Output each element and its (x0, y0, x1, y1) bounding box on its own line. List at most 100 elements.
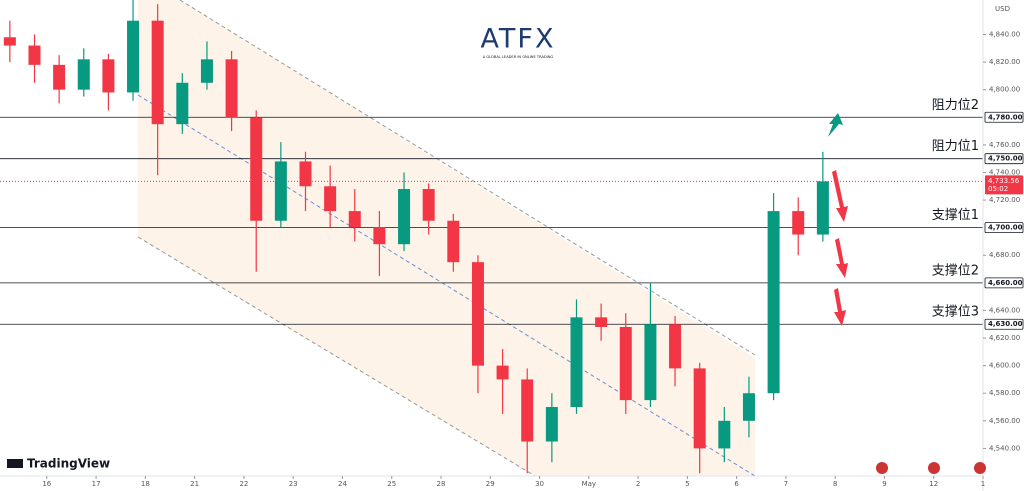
y-tick-label: 4,540.00 (989, 444, 1020, 452)
x-tick-label: 17 (92, 480, 101, 488)
candle-body (521, 379, 534, 442)
x-tick-label: 22 (239, 480, 248, 488)
y-tick-label: 4,600.00 (989, 362, 1020, 370)
level-label: 4,700.00 (988, 224, 1023, 232)
candle-body (225, 59, 238, 118)
candle-body (3, 37, 16, 46)
x-tick-label: 8 (833, 480, 837, 488)
candle-body (718, 420, 731, 449)
x-tick-label: 29 (486, 480, 495, 488)
candle-body (176, 82, 189, 125)
candle-body (496, 365, 509, 380)
level-label: 4,780.00 (988, 113, 1023, 121)
y-tick-label: 4,680.00 (989, 251, 1020, 259)
candle-body (816, 181, 829, 235)
candle-body (471, 262, 484, 366)
candle-body (422, 189, 435, 221)
candle-body (545, 407, 558, 442)
candle-body (151, 20, 164, 125)
level-label: 4,660.00 (988, 279, 1023, 287)
arrow-down (834, 288, 846, 326)
x-tick-label: 1 (981, 480, 985, 488)
candle-body (127, 20, 140, 93)
countdown: 05:02 (988, 185, 1008, 193)
level-tag (984, 222, 1024, 234)
last-price-tag (985, 175, 1023, 195)
candle-body (742, 393, 755, 421)
candle-body (348, 211, 361, 228)
level-name: 阻力位2 (932, 98, 979, 113)
candle-body (299, 161, 312, 187)
x-tick-label: 6 (734, 480, 739, 488)
candle-body (250, 117, 263, 221)
level-tag (984, 111, 1024, 123)
arrow-down (832, 170, 848, 222)
x-tick-label: 12 (929, 480, 938, 488)
x-tick-label: 28 (437, 480, 446, 488)
brand-logo: ATFX (481, 24, 556, 55)
x-tick-label: 7 (784, 480, 788, 488)
candle-body (595, 317, 608, 327)
x-tick-label: 21 (190, 480, 199, 488)
level-name: 支撑位1 (932, 208, 979, 223)
y-tick-label: 4,580.00 (989, 389, 1020, 397)
level-name: 支撑位3 (932, 305, 979, 320)
y-tick-label: 4,800.00 (989, 86, 1020, 94)
candle-body (373, 227, 386, 245)
level-tag (984, 318, 1024, 330)
y-tick-label: 4,840.00 (989, 30, 1020, 38)
candle-body (644, 324, 657, 401)
level-name: 阻力位1 (932, 139, 979, 154)
level-tag (984, 153, 1024, 165)
platform-logo: TradingView (27, 457, 110, 471)
candle-body (398, 189, 411, 245)
candle-body (77, 59, 90, 90)
tv-icon (7, 459, 23, 468)
candle-body (792, 211, 805, 235)
candle-body (274, 161, 287, 221)
last-price-label: 4,733.56 (988, 177, 1020, 185)
candle-body (669, 324, 682, 369)
candle-body (200, 59, 213, 83)
channel-fill (138, 0, 755, 476)
arrow-up (828, 113, 843, 137)
candle-body (570, 317, 583, 408)
event-flag[interactable] (974, 462, 986, 474)
y-tick-label: 4,560.00 (989, 417, 1020, 425)
brand-tagline: A GLOBAL LEADER IN ONLINE TRADING (483, 55, 554, 59)
x-tick-label: 16 (42, 480, 51, 488)
x-tick-label: 18 (141, 480, 150, 488)
channel-upper (179, 0, 756, 356)
event-flag[interactable] (876, 462, 888, 474)
candle-body (447, 220, 460, 263)
level-label: 4,750.00 (988, 155, 1023, 163)
x-tick-label: 5 (685, 480, 689, 488)
level-label: 4,630.00 (988, 320, 1023, 328)
arrow-down (835, 238, 848, 278)
candle-body (693, 368, 706, 449)
candle-body (767, 211, 780, 394)
x-tick-label: 2 (636, 480, 640, 488)
y-tick-label: 4,720.00 (989, 196, 1020, 204)
channel-lower (137, 236, 536, 477)
candle-body (53, 64, 66, 90)
candle-body (619, 326, 632, 401)
event-flag[interactable] (928, 462, 940, 474)
candle-body (324, 186, 337, 212)
x-tick-label: 9 (882, 480, 886, 488)
currency[interactable]: USD (995, 5, 1010, 13)
candle-body (28, 45, 41, 65)
level-name: 支撑位2 (932, 263, 979, 278)
x-tick-label: 24 (338, 480, 347, 488)
y-tick-label: 4,740.00 (989, 168, 1020, 176)
y-tick-label: 4,640.00 (989, 306, 1020, 314)
x-tick-label: 30 (535, 480, 544, 488)
y-tick-label: 4,820.00 (989, 58, 1020, 66)
x-tick-label: 25 (387, 480, 396, 488)
y-tick-label: 4,620.00 (989, 334, 1020, 342)
y-tick-label: 4,760.00 (989, 141, 1020, 149)
x-tick-label: 23 (289, 480, 298, 488)
level-tag (984, 277, 1024, 289)
